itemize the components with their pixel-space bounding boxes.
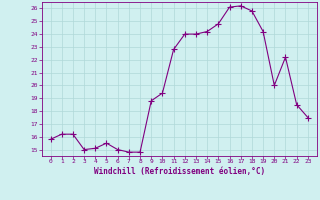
X-axis label: Windchill (Refroidissement éolien,°C): Windchill (Refroidissement éolien,°C) (94, 167, 265, 176)
